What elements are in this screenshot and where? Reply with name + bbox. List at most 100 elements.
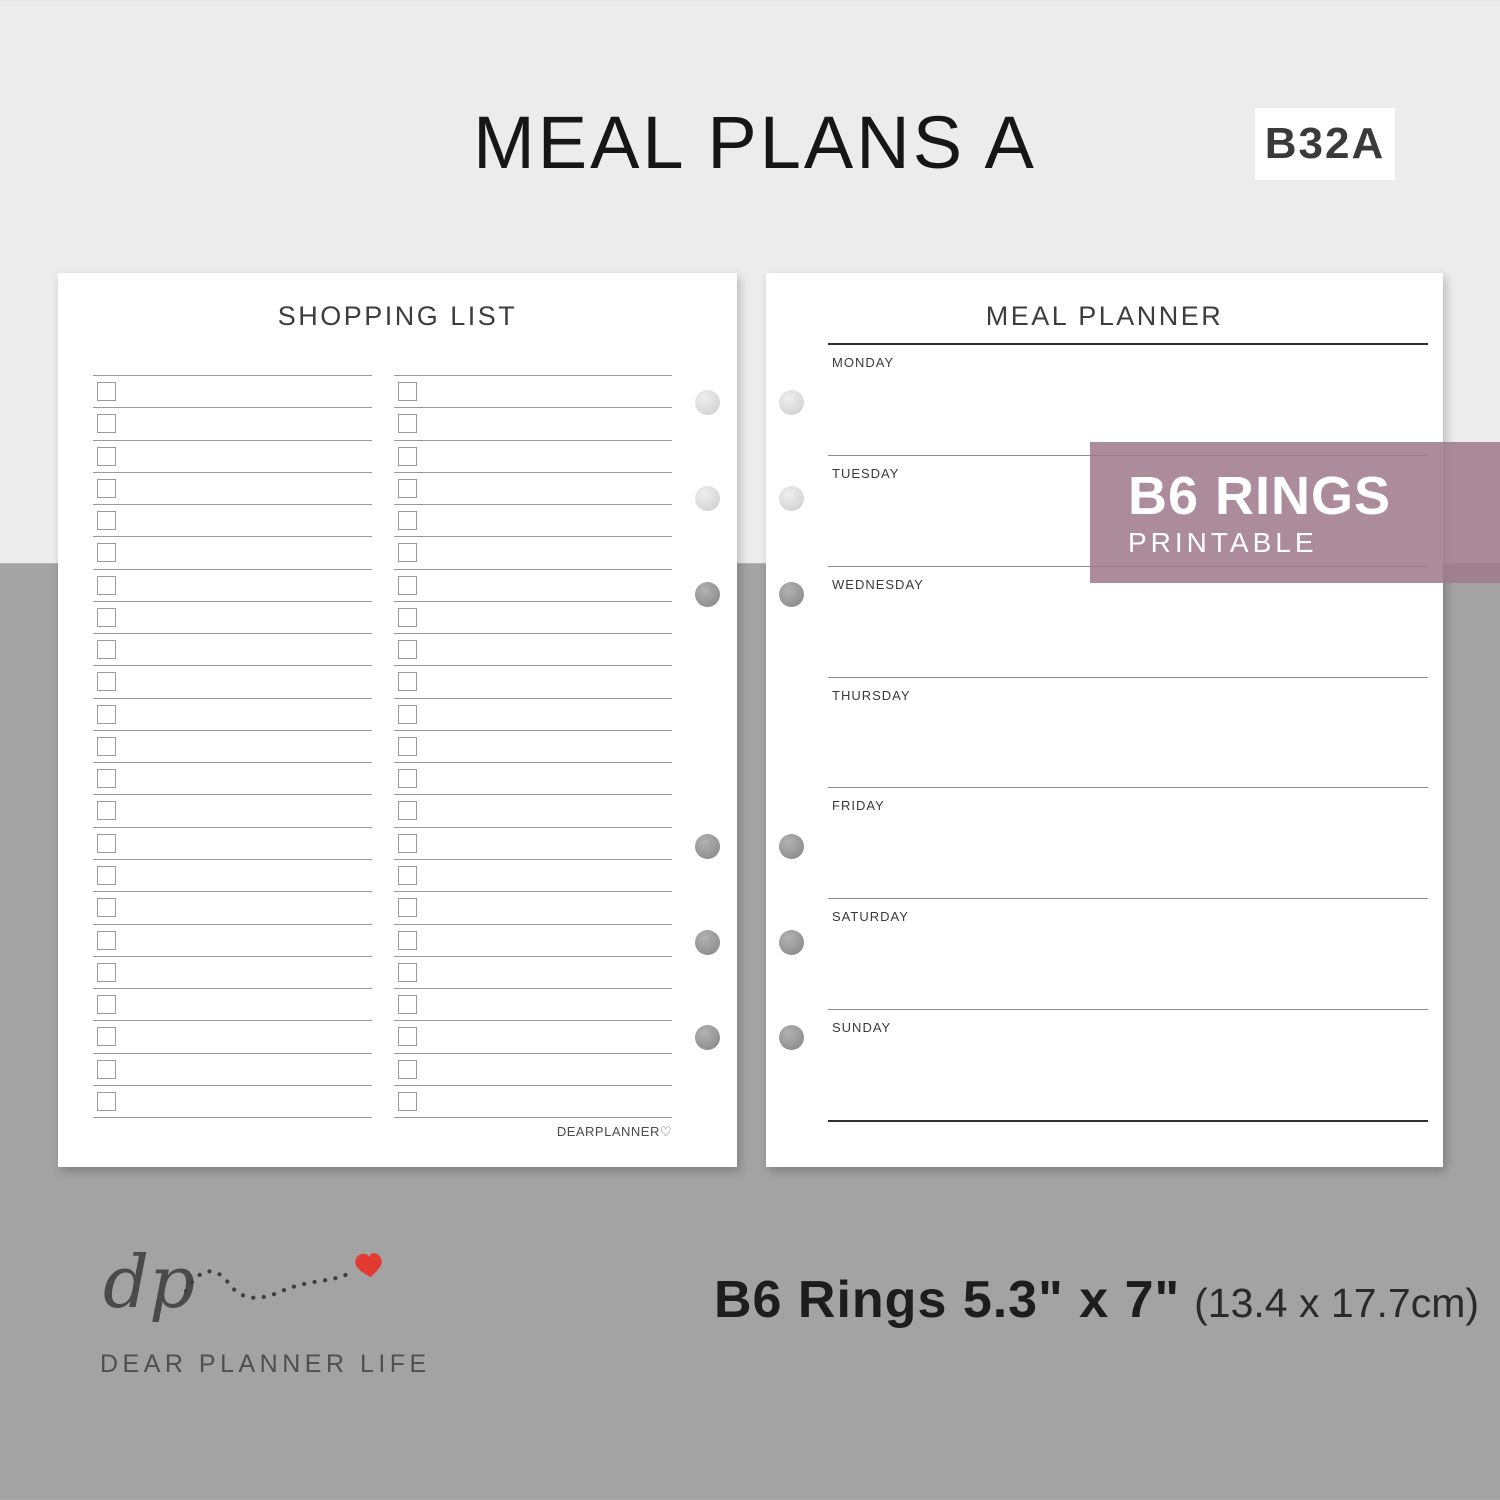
checkbox xyxy=(398,1059,417,1079)
day-section: SATURDAY xyxy=(828,899,1428,1011)
checkbox xyxy=(97,801,116,821)
checklist-row xyxy=(93,633,372,665)
checkbox xyxy=(398,672,417,692)
format-banner: B6 RINGS PRINTABLE xyxy=(1090,442,1500,583)
checklist-row xyxy=(93,439,372,472)
size-info: B6 Rings 5.3" x 7" (13.4 x 17.7cm) xyxy=(714,1270,1479,1330)
checkbox xyxy=(97,640,116,660)
checklist-row xyxy=(93,858,372,891)
checklist-row xyxy=(394,471,672,504)
checklist-row xyxy=(394,568,672,601)
checklist-row xyxy=(93,794,372,826)
day-label: TUESDAY xyxy=(832,465,900,481)
checklist-row xyxy=(394,858,672,891)
ring-hole xyxy=(695,390,720,415)
checkbox xyxy=(398,833,417,853)
checkbox xyxy=(398,511,417,531)
checklist-row xyxy=(93,375,372,407)
day-label: FRIDAY xyxy=(832,798,885,814)
checklist-row xyxy=(394,1020,672,1052)
checklist-row xyxy=(394,729,672,762)
banner-printable-label: PRINTABLE xyxy=(1128,526,1318,558)
checklist-row xyxy=(93,826,372,859)
checkbox xyxy=(97,1091,116,1111)
checklist-row xyxy=(93,568,372,601)
ring-hole xyxy=(779,1025,804,1050)
checklist-row xyxy=(394,794,672,826)
checkbox xyxy=(398,446,417,466)
checklist-row xyxy=(394,633,672,665)
day-section: SUNDAY xyxy=(828,1010,1428,1120)
heart-icon xyxy=(355,1253,382,1278)
checkbox xyxy=(398,1091,417,1111)
checkbox xyxy=(398,930,417,950)
checklist-row xyxy=(93,1084,372,1117)
checklist-row xyxy=(394,407,672,439)
checkbox xyxy=(398,995,417,1015)
checkbox xyxy=(398,769,417,789)
day-section: MONDAY xyxy=(828,345,1428,456)
day-section: THURSDAY xyxy=(828,678,1428,789)
ring-hole xyxy=(779,486,804,511)
checklist-row xyxy=(93,762,372,794)
meal-planner-page: MEAL PLANNER MONDAY TUESDAY WEDNESDAY THURS… xyxy=(766,273,1443,1167)
checklist-row xyxy=(93,988,372,1020)
checkbox xyxy=(97,736,116,756)
checklist-row xyxy=(93,923,372,956)
checklist-row xyxy=(394,504,672,536)
checklist-row xyxy=(93,471,372,504)
checklist-row xyxy=(93,504,372,536)
checkbox xyxy=(398,898,417,918)
checkbox xyxy=(97,607,116,627)
checklist-row xyxy=(394,600,672,633)
checkbox xyxy=(398,575,417,595)
checkbox xyxy=(398,962,417,982)
shopping-list-column-2 xyxy=(394,375,672,1118)
day-label: THURSDAY xyxy=(832,687,911,703)
ring-hole xyxy=(779,834,804,859)
checkbox xyxy=(97,511,116,531)
checklist-row xyxy=(394,697,672,730)
checklist-row xyxy=(394,988,672,1020)
checklist-row xyxy=(93,955,372,988)
checklist-row xyxy=(93,665,372,697)
day-label: SATURDAY xyxy=(832,909,909,925)
ring-hole xyxy=(695,486,720,511)
checkbox xyxy=(97,1059,116,1079)
day-label: MONDAY xyxy=(832,355,895,370)
checklist-row xyxy=(394,439,672,472)
checkbox xyxy=(398,1027,417,1047)
checklist-row xyxy=(394,1084,672,1117)
checklist-row xyxy=(93,729,372,762)
shopping-list-page: SHOPPING LIST DEARPLANNER♡ xyxy=(58,273,737,1167)
checkbox xyxy=(97,704,116,724)
checkbox xyxy=(398,478,417,498)
checkbox xyxy=(398,736,417,756)
checkbox xyxy=(97,382,116,401)
shopping-list-header: SHOPPING LIST xyxy=(277,301,518,331)
checkbox xyxy=(97,962,116,982)
checklist-row xyxy=(394,923,672,956)
meal-planner-header: MEAL PLANNER xyxy=(985,301,1224,331)
checkbox xyxy=(97,478,116,498)
checklist-row xyxy=(93,407,372,439)
checkbox xyxy=(97,575,116,595)
day-label: WEDNESDAY xyxy=(832,576,924,592)
checklist-row xyxy=(394,375,672,407)
checkbox xyxy=(97,543,116,563)
checklist-row xyxy=(394,955,672,988)
checkbox xyxy=(97,995,116,1015)
checkbox xyxy=(398,704,417,724)
checkbox xyxy=(398,607,417,627)
checkbox xyxy=(97,1027,116,1047)
checklist-row xyxy=(93,600,372,633)
checklist-row xyxy=(93,891,372,923)
checklist-row xyxy=(394,762,672,794)
size-info-metric: (13.4 x 17.7cm) xyxy=(1194,1280,1479,1326)
size-info-main: B6 Rings 5.3" x 7" xyxy=(714,1271,1181,1329)
day-section: WEDNESDAY xyxy=(828,567,1428,678)
checklist-row xyxy=(394,1052,672,1085)
product-code-badge: B32A xyxy=(1255,108,1395,180)
ring-hole xyxy=(695,930,720,955)
checkbox xyxy=(97,898,116,918)
